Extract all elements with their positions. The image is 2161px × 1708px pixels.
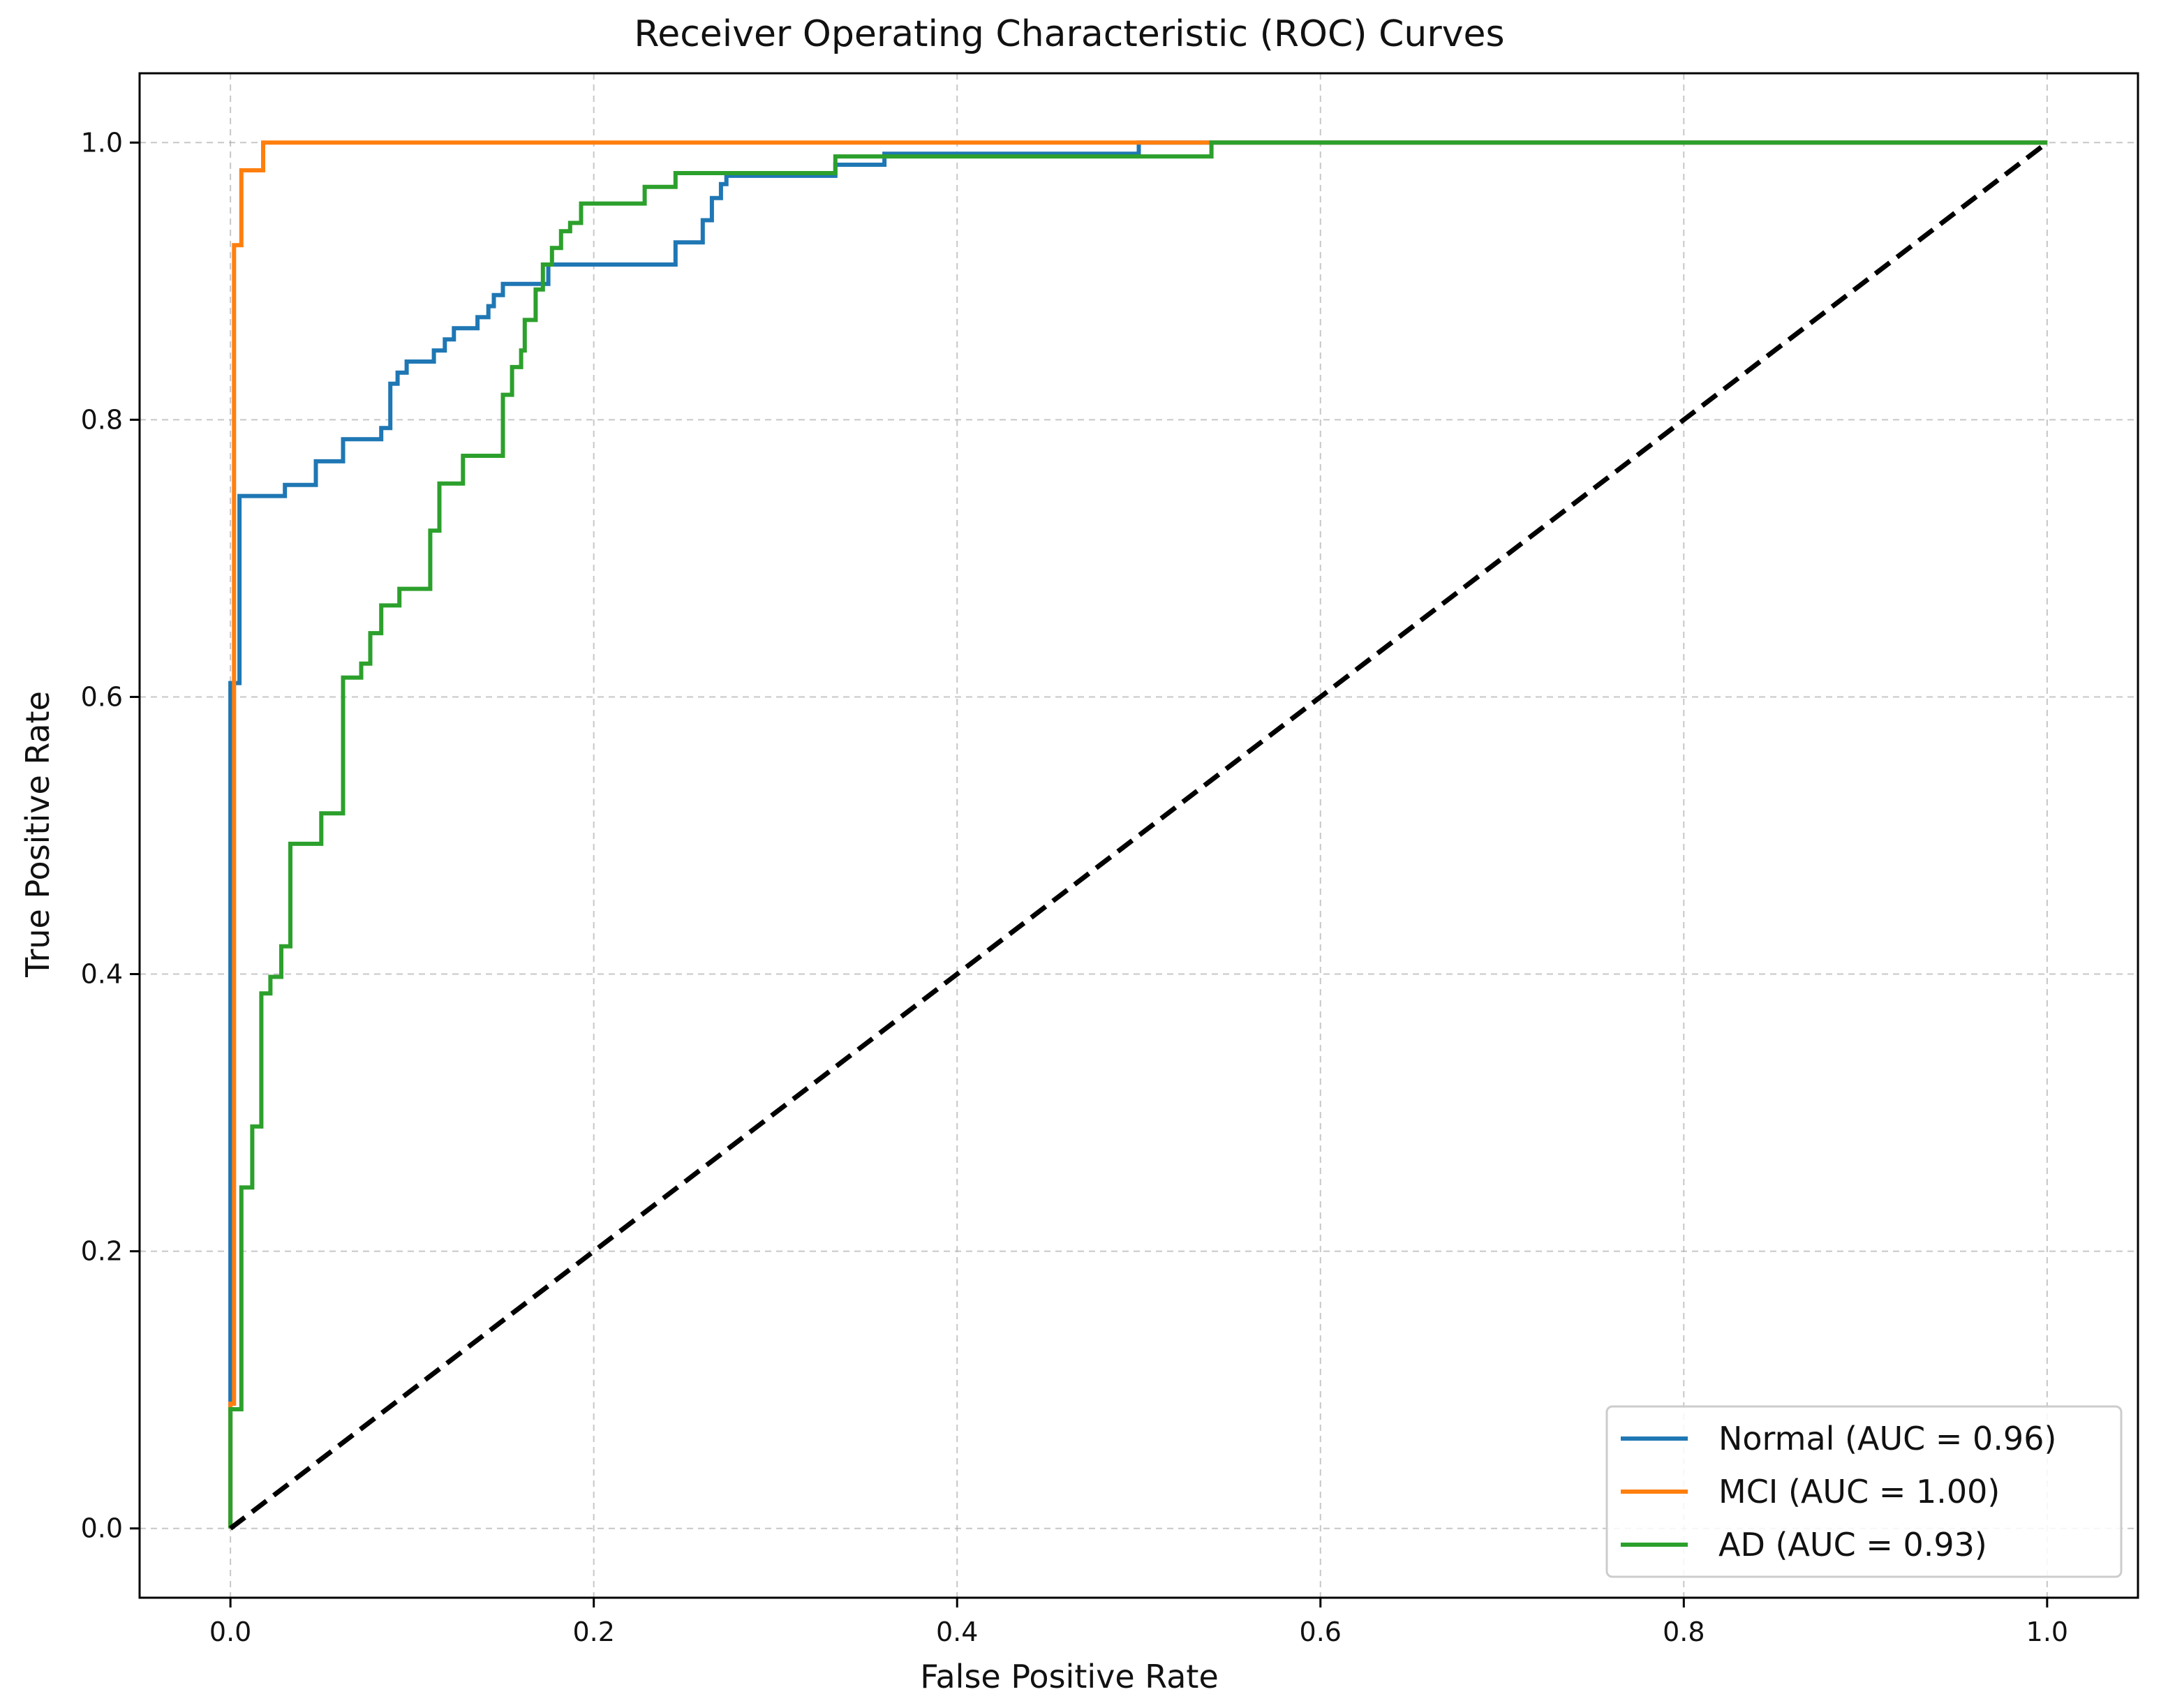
series-line-mci xyxy=(228,140,2047,1529)
chart-title: Receiver Operating Characteristic (ROC) … xyxy=(634,13,1504,55)
x-tick-label: 0.4 xyxy=(936,1617,978,1647)
y-tick-label: 0.8 xyxy=(81,404,123,435)
x-tick-label: 0.0 xyxy=(209,1617,251,1647)
legend: Normal (AUC = 0.96) MCI (AUC = 1.00) AD (A… xyxy=(1605,1405,2123,1578)
x-tick-label: 0.8 xyxy=(1663,1617,1705,1647)
x-tick-label: 1.0 xyxy=(2026,1617,2068,1647)
x-axis-ticks: 0.0 0.2 0.4 0.6 0.8 1.0 xyxy=(209,1598,2068,1647)
plot-frame xyxy=(138,72,2139,1599)
x-axis-label: False Positive Rate xyxy=(920,1658,1219,1695)
y-axis-ticks: 0.0 0.2 0.4 0.6 0.8 1.0 xyxy=(81,127,140,1544)
y-tick-label: 1.0 xyxy=(81,127,123,158)
series-lines xyxy=(228,140,2049,1531)
legend-entry-label: Normal (AUC = 0.96) xyxy=(1718,1420,2056,1457)
series-line-normal xyxy=(228,140,2047,1529)
y-tick-label: 0.4 xyxy=(81,959,123,990)
y-axis-label: True Positive Rate xyxy=(19,691,57,978)
y-tick-label: 0.0 xyxy=(81,1513,123,1544)
legend-entry-label: AD (AUC = 0.93) xyxy=(1718,1526,1987,1564)
x-tick-label: 0.2 xyxy=(572,1617,614,1647)
series-line-ad xyxy=(228,140,2047,1529)
legend-entry-label: MCI (AUC = 1.00) xyxy=(1718,1473,2000,1510)
x-tick-label: 0.6 xyxy=(1300,1617,1342,1647)
legend-box xyxy=(1605,1405,2123,1578)
y-tick-label: 0.2 xyxy=(81,1236,123,1267)
y-tick-label: 0.6 xyxy=(81,681,123,712)
